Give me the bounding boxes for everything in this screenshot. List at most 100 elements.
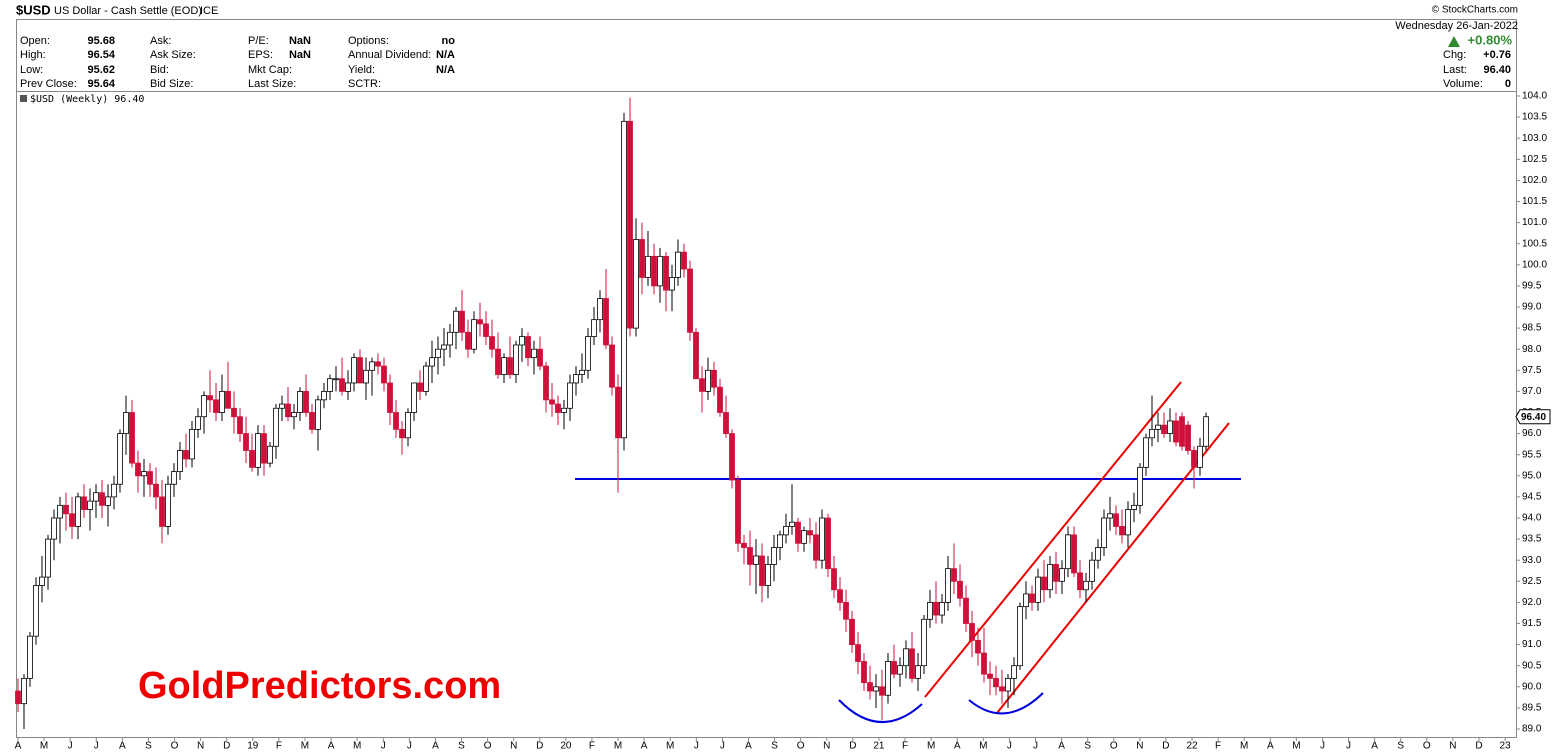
candle-body: [813, 534, 819, 561]
candle-body: [471, 319, 477, 350]
candle-body: [1125, 509, 1131, 536]
x-tick-label: A: [954, 741, 961, 752]
candle-body: [999, 686, 1005, 692]
candle-body: [159, 496, 165, 527]
candle-body: [807, 530, 813, 536]
candle-body: [975, 639, 981, 654]
candle-body: [147, 471, 153, 485]
candle-body: [777, 534, 783, 548]
candle-body: [543, 365, 549, 401]
candle-body: [1089, 559, 1095, 582]
candle-body: [1203, 416, 1209, 447]
candle-body: [195, 416, 201, 430]
x-tick-label: O: [797, 741, 805, 752]
candle-body: [75, 496, 81, 527]
candle-body: [309, 412, 315, 430]
x-tick-label: D: [849, 741, 856, 752]
watermark: GoldPredictors.com: [138, 665, 501, 707]
candle-body: [1035, 576, 1041, 603]
candle-body: [729, 433, 735, 481]
candle-body: [885, 661, 891, 696]
candle-body: [111, 483, 117, 498]
y-tick-label: 98.0: [1522, 344, 1542, 355]
y-tick-label: 93.0: [1522, 555, 1542, 566]
y-tick-label: 94.5: [1522, 492, 1542, 503]
candle-body: [405, 412, 411, 439]
candle-body: [1101, 517, 1107, 548]
candle-body: [267, 445, 273, 464]
candle-body: [1107, 513, 1113, 519]
candle-body: [831, 568, 837, 591]
x-tick-label: J: [720, 741, 725, 752]
candle-body: [21, 677, 27, 705]
candle-body: [189, 428, 195, 460]
change-pct: +0.80%: [1468, 32, 1513, 47]
exchange: ICE: [200, 5, 218, 17]
candle-body: [27, 635, 33, 679]
y-tick-label: 99.5: [1522, 281, 1542, 292]
candle-body: [669, 277, 675, 291]
candle-body: [447, 331, 453, 346]
y-tick-label: 102.0: [1522, 175, 1547, 186]
candle-body: [801, 530, 807, 544]
x-tick-label: D: [536, 741, 543, 752]
x-tick-label: D: [1475, 741, 1482, 752]
candle-body: [903, 648, 909, 667]
y-tick-label: 101.5: [1522, 196, 1547, 207]
candle-body: [393, 412, 399, 430]
candle-body: [1161, 424, 1167, 435]
candle-body: [285, 403, 291, 418]
candle-body: [909, 648, 915, 679]
candle-body: [507, 357, 513, 375]
candle-body: [687, 268, 693, 333]
quote-value: no: [442, 35, 456, 47]
x-tick-label: A: [432, 741, 439, 752]
candle-body: [261, 433, 267, 464]
candle-body: [741, 542, 747, 548]
bottom-arc: [968, 692, 1044, 715]
candle-body: [177, 450, 183, 472]
marks: [15, 97, 1209, 729]
legend: $USD (Weekly) 96.40: [30, 94, 144, 105]
quote-label: Low:: [20, 64, 43, 76]
candle-body: [837, 589, 843, 603]
candle-body: [963, 597, 969, 624]
candle-body: [1029, 593, 1035, 603]
y-tick-label: 101.0: [1522, 217, 1547, 228]
x-tick-label: A: [1371, 741, 1378, 752]
quote-value: NaN: [289, 49, 311, 61]
y-tick-label: 94.0: [1522, 513, 1542, 524]
summary-label: Last:: [1443, 64, 1467, 76]
x-tick-label: J: [381, 741, 386, 752]
candle-body: [945, 568, 951, 603]
x-tick-label: M: [40, 741, 48, 752]
candle-body: [789, 521, 795, 527]
candle-body: [1005, 677, 1011, 692]
y-tick-label: 90.0: [1522, 681, 1542, 692]
candle-body: [315, 399, 321, 430]
candle-body: [765, 564, 771, 586]
candle-body: [1119, 526, 1125, 536]
candle-body: [1065, 534, 1071, 570]
candle-body: [33, 585, 39, 637]
candle-body: [489, 336, 495, 350]
x-tick-label: S: [145, 741, 152, 752]
candle-body: [243, 433, 249, 451]
candle-body: [1059, 568, 1065, 582]
y-tick-label: 103.5: [1522, 112, 1547, 123]
candle-body: [201, 395, 207, 418]
candle-body: [1017, 606, 1023, 667]
candle-body: [651, 255, 657, 287]
quote-label: EPS:: [248, 49, 273, 61]
quote-label: Annual Dividend:: [348, 49, 431, 61]
x-tick-label: S: [771, 741, 778, 752]
candle-body: [345, 382, 351, 392]
candle-body: [969, 623, 975, 641]
candle-body: [1023, 593, 1029, 608]
candle-body: [399, 428, 405, 439]
candle-body: [219, 390, 225, 413]
candle-body: [255, 433, 261, 468]
candle-body: [537, 348, 543, 367]
candle-body: [441, 344, 447, 350]
